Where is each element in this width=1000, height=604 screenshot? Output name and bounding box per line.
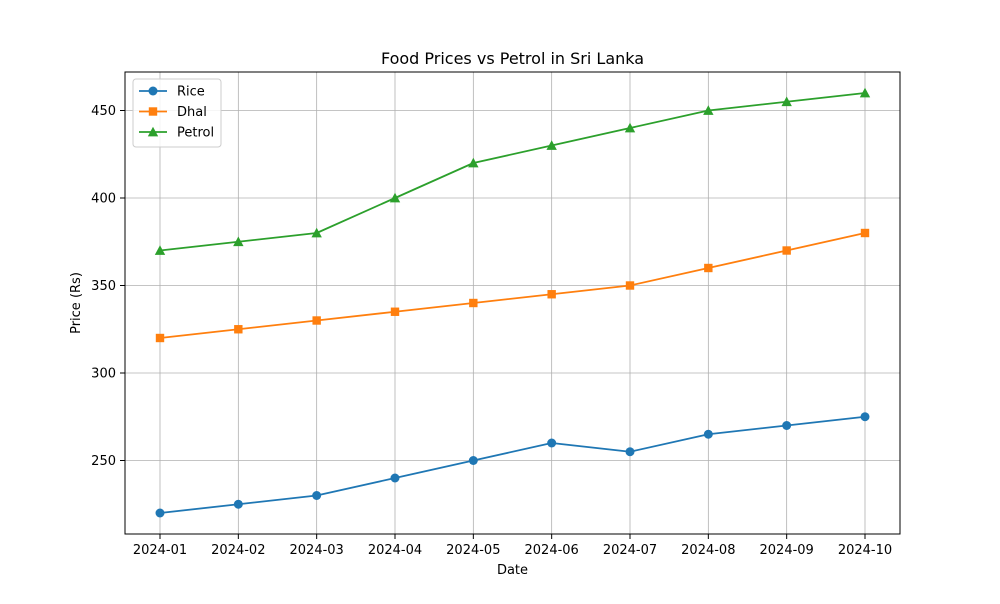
legend-swatch-marker: [148, 107, 158, 116]
series-line-petrol: [159, 92, 866, 252]
legend-box: [132, 78, 222, 148]
legend-swatch-marker: [148, 86, 158, 96]
y-tick-label: 350: [91, 279, 116, 294]
data-point-petrol: [468, 157, 479, 168]
y-tick-label: 300: [91, 367, 116, 382]
legend-swatch-marker: [147, 126, 159, 137]
legend-item-rice: Rice: [139, 85, 205, 100]
y-tick-label: 250: [91, 454, 116, 469]
data-point-rice: [390, 473, 400, 483]
x-tick-label: 2024-05: [446, 543, 500, 558]
legend-item-petrol: Petrol: [139, 126, 214, 141]
legend: Rice Dhal Petrol: [132, 78, 222, 148]
x-tick-label: 2024-01: [133, 543, 187, 558]
data-point-rice: [782, 421, 792, 430]
legend-label-rice: Rice: [177, 85, 205, 100]
x-tick-label: 2024-09: [760, 543, 814, 558]
data-point-rice: [155, 508, 165, 518]
y-tick-label: 450: [91, 104, 116, 119]
x-tick-label: 2024-03: [290, 543, 344, 558]
data-point-petrol: [859, 87, 871, 98]
x-tick-label: 2024-07: [603, 543, 657, 558]
grid: [125, 72, 900, 534]
series-line-dhal: [159, 232, 866, 339]
data-point-petrol: [389, 192, 401, 203]
data-point-dhal: [312, 316, 321, 325]
x-tick-label: 2024-02: [211, 543, 265, 558]
data-point-dhal: [704, 263, 713, 273]
series-rice: [155, 412, 870, 518]
data-point-rice: [468, 456, 478, 465]
data-point-petrol: [703, 105, 714, 115]
data-point-petrol: [624, 122, 636, 133]
data-point-dhal: [625, 281, 635, 290]
data-point-rice: [547, 438, 557, 448]
data-point-dhal: [782, 246, 791, 255]
series-dhal: [155, 228, 870, 343]
series-petrol: [154, 87, 871, 255]
data-point-dhal: [860, 228, 870, 238]
data-point-rice: [312, 491, 322, 500]
series-layer: [154, 87, 871, 518]
x-tick-label: 2024-04: [368, 543, 422, 558]
data-point-dhal: [469, 298, 478, 308]
data-point-rice: [233, 499, 243, 509]
x-axis-label: Date: [497, 563, 528, 578]
y-tick-label: 400: [91, 192, 116, 207]
x-tick-label: 2024-08: [681, 543, 735, 558]
x-tick-label: 2024-10: [838, 543, 892, 558]
legend-item-dhal: Dhal: [139, 105, 207, 120]
data-point-rice: [625, 447, 635, 457]
data-point-petrol: [546, 140, 557, 150]
data-point-petrol: [233, 236, 244, 247]
data-point-dhal: [155, 333, 165, 343]
data-point-petrol: [154, 245, 166, 255]
data-point-rice: [703, 429, 713, 439]
series-line-rice: [159, 415, 866, 514]
axes: 2024-01 2024-02 2024-03 2024-04 2024-05 2024-…: [91, 71, 901, 558]
x-tick-label: 2024-06: [525, 543, 579, 558]
data-point-petrol: [311, 227, 322, 238]
plot-frame: [124, 71, 901, 535]
data-point-rice: [860, 412, 870, 422]
data-point-dhal: [547, 290, 556, 299]
legend-label-petrol: Petrol: [177, 126, 214, 141]
legend-label-dhal: Dhal: [177, 105, 207, 120]
data-point-dhal: [234, 325, 243, 334]
y-axis-label: Price (Rs): [69, 272, 84, 334]
data-point-dhal: [390, 307, 400, 316]
data-point-petrol: [781, 96, 792, 107]
chart-title: Food Prices vs Petrol in Sri Lanka: [381, 49, 644, 68]
